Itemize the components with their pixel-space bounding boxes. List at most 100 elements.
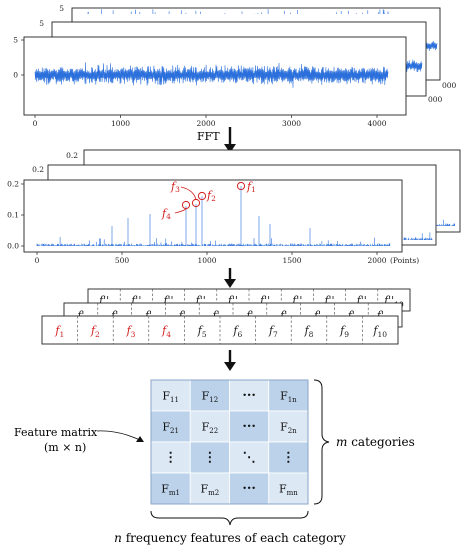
feature-matrix-pointer-head	[136, 436, 144, 442]
feature-row-back-cell: f''	[291, 294, 302, 307]
feature-row-middle-cell: f'	[76, 309, 84, 322]
time-xtick-3000: 3000	[282, 119, 301, 128]
time-back-2-xtick: 000	[442, 81, 457, 90]
peak-circle-f4	[181, 200, 191, 210]
matrix-cell: ⋮	[203, 451, 216, 466]
feature-cell-f8: f8	[304, 324, 314, 339]
time-xtick-4000: 4000	[367, 119, 386, 128]
matrix-cell: Fm1	[161, 483, 180, 498]
feature-cell-f6: f6	[232, 324, 242, 339]
peak-label-f2: f2	[206, 189, 216, 203]
time-front-ytick-5: 5	[13, 36, 18, 45]
feature-row-middle-cell: f'	[313, 309, 321, 322]
spectrum-x-ticks: 0 500 1000 1500 2000 (Points)	[35, 252, 419, 265]
feature-row-middle-cell: f'	[144, 309, 152, 322]
peak-label-f4: f4	[161, 207, 171, 221]
time-xtick-0: 0	[33, 119, 38, 128]
time-front-ytick-0: 0	[13, 71, 18, 80]
arrow-to-features	[224, 268, 236, 288]
feature-row-middle-cell: f'	[178, 309, 186, 322]
spectrum-xtick-1000: 1000	[197, 256, 216, 265]
matrix-cell-bg	[268, 472, 309, 505]
feature-matrix: F11 F12 ··· F1n F21 F22 ··· F2n ⋮ ⋮ ⋱ ⋮ Fm1 Fm2 ··· Fmn	[150, 379, 309, 505]
spectrum-y-ticks: 0.2 0.1 0.0	[7, 180, 24, 251]
feature-matrix-pointer	[96, 430, 141, 441]
feature-cell-f7: f7	[268, 324, 278, 339]
matrix-cell: ⋮	[282, 451, 295, 466]
feature-row-back-cell: f''	[162, 294, 173, 307]
matrix-cell-bg	[189, 441, 230, 474]
feature-row-middle-cell: f'	[279, 309, 287, 322]
feature-row-middle-cell: f'	[212, 309, 220, 322]
feature-cell-f3: f3	[126, 324, 136, 339]
matrix-cell: ···	[242, 420, 256, 435]
matrix-cell-bg	[150, 441, 191, 474]
feature-row-middle-cell: f'	[245, 309, 253, 322]
matrix-cell: F11	[162, 390, 179, 405]
peak-label-f3: f3	[170, 180, 180, 194]
feature-row-back-cell: f''	[227, 294, 238, 307]
peak-circle-f1	[236, 181, 246, 191]
fft-arrow: FFT	[197, 127, 236, 153]
feature-cell-f5: f5	[197, 324, 207, 339]
matrix-cell: ···	[242, 389, 256, 404]
fft-arrow-label: FFT	[197, 130, 220, 143]
time-back-spikes	[87, 9, 389, 14]
peak-leader-f3	[180, 186, 197, 201]
matrix-cell: F21	[162, 421, 179, 436]
feature-row-back-cell: f''	[356, 294, 367, 307]
feature-matrix-grid: F11 F12 ··· F1n F21 F22 ··· F2n ⋮ ⋮ ⋱ ⋮ Fm1 Fm2 ··· Fmn	[150, 379, 309, 505]
peak-label-f1: f1	[246, 180, 256, 194]
time-signal-stack: 5 000 5 000 5 0 0 1000 2000 3000 4000	[13, 4, 456, 128]
matrix-cell: F2n	[280, 421, 297, 436]
matrix-cell-bg	[229, 472, 270, 505]
feature-matrix-border	[150, 379, 309, 505]
feature-row-middle-cell: f'	[110, 309, 118, 322]
arrow-to-matrix	[224, 350, 236, 371]
matrix-cell: ⋮	[164, 451, 177, 466]
feature-cell-f4: f4	[161, 324, 171, 339]
peak-markers: f1 f2 f3 f4	[161, 180, 256, 221]
feature-matrix-dims: (m × n)	[44, 441, 86, 454]
feature-cell-f10: f10	[372, 324, 387, 339]
columns-brace-shape	[150, 510, 309, 526]
feature-row-middle-cell: f'	[347, 309, 355, 322]
columns-brace-label: n frequency features of each category	[114, 531, 346, 545]
matrix-cell: Fmn	[279, 483, 298, 498]
matrix-cell: F22	[202, 421, 219, 436]
spectrum-ytick-0-0: 0.0	[7, 242, 19, 251]
feature-row-back-cell: f''	[195, 294, 206, 307]
spectrum-xtick-500: 500	[115, 256, 130, 265]
time-front-y-ticks: 5 0	[13, 36, 24, 80]
feature-row-back-cell: f''	[259, 294, 270, 307]
time-signal-front	[34, 62, 389, 88]
matrix-cell: Fm2	[201, 483, 220, 498]
spectrum-back-1-ytick: 0.2	[32, 165, 44, 174]
feature-cell-f1: f1	[54, 324, 64, 339]
matrix-cell: F1n	[280, 390, 297, 405]
spectrum-xtick-2000: 2000	[367, 256, 386, 265]
matrix-cell-bg	[268, 441, 309, 474]
spectrum-xtick-1500: 1500	[282, 256, 301, 265]
time-back-1-xtick: 000	[428, 95, 443, 104]
feature-row-back-cell: f''	[323, 294, 334, 307]
spectrum-panel-front	[23, 179, 403, 253]
time-front-x-ticks: 0 1000 2000 3000 4000	[33, 115, 387, 128]
rows-brace-shape	[313, 379, 330, 505]
spectrum-stack: 0.2 0.2 0.2 0.1 0.0 0 500 1000 1500 2000…	[7, 149, 461, 265]
rows-brace: m categories	[313, 379, 415, 505]
feature-row-front: f1 f2 f3 f4 f5 f6 f7 f8 f9 f10	[41, 315, 399, 345]
feature-vector-stack: f''f''f''f''f''f''f''f''f''f''10 f'f'f'f…	[41, 288, 411, 345]
spectrum-back-2-ytick: 0.2	[66, 151, 78, 160]
peak-leader-f4	[174, 208, 187, 214]
feature-matrix-label: Feature matrix	[14, 426, 98, 439]
spectrum-ytick-0-1: 0.1	[7, 211, 19, 220]
time-back-2-ytick: 5	[59, 4, 64, 13]
peak-circle-f2	[197, 191, 207, 201]
spectrum-ytick-0-2: 0.2	[7, 180, 19, 189]
time-xtick-2000: 2000	[196, 119, 215, 128]
spectrum-xtick-0: 0	[35, 256, 40, 265]
spectrum-back-1	[403, 232, 433, 240]
matrix-cell: ···	[242, 482, 256, 497]
